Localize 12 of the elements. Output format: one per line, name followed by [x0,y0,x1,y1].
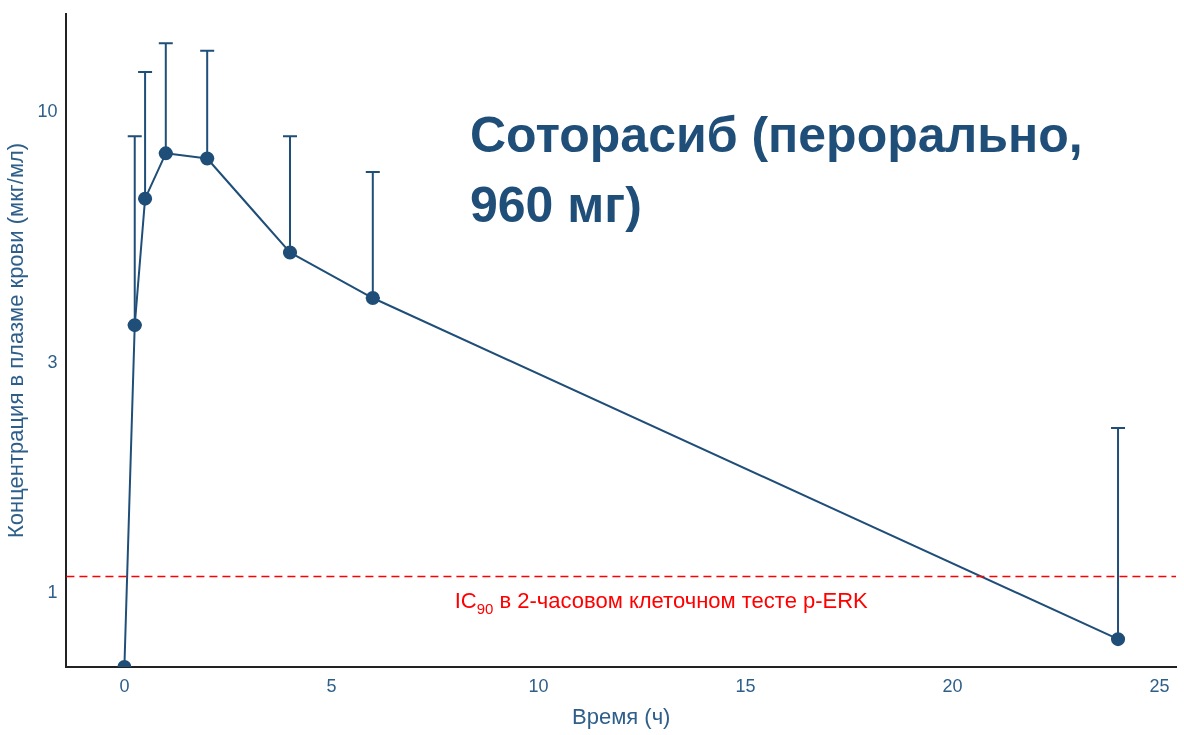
y-tick-label: 1 [47,581,58,602]
x-tick-label: 10 [528,675,549,696]
y-axis-title: Концентрация в плазме крови (мкг/мл) [3,142,29,538]
x-tick-label: 15 [735,675,756,696]
x-tick-label: 5 [326,675,337,696]
y-tick-label: 10 [37,100,58,121]
x-tick-label: 25 [1149,675,1170,696]
text: Соторасиб (перорально, 960 мг) [470,106,1084,235]
x-axis-title: Время (ч) [572,703,671,729]
y-tick-label: 3 [47,352,58,373]
x-tick-label: 20 [942,675,963,696]
x-tick-label: 0 [119,675,130,696]
